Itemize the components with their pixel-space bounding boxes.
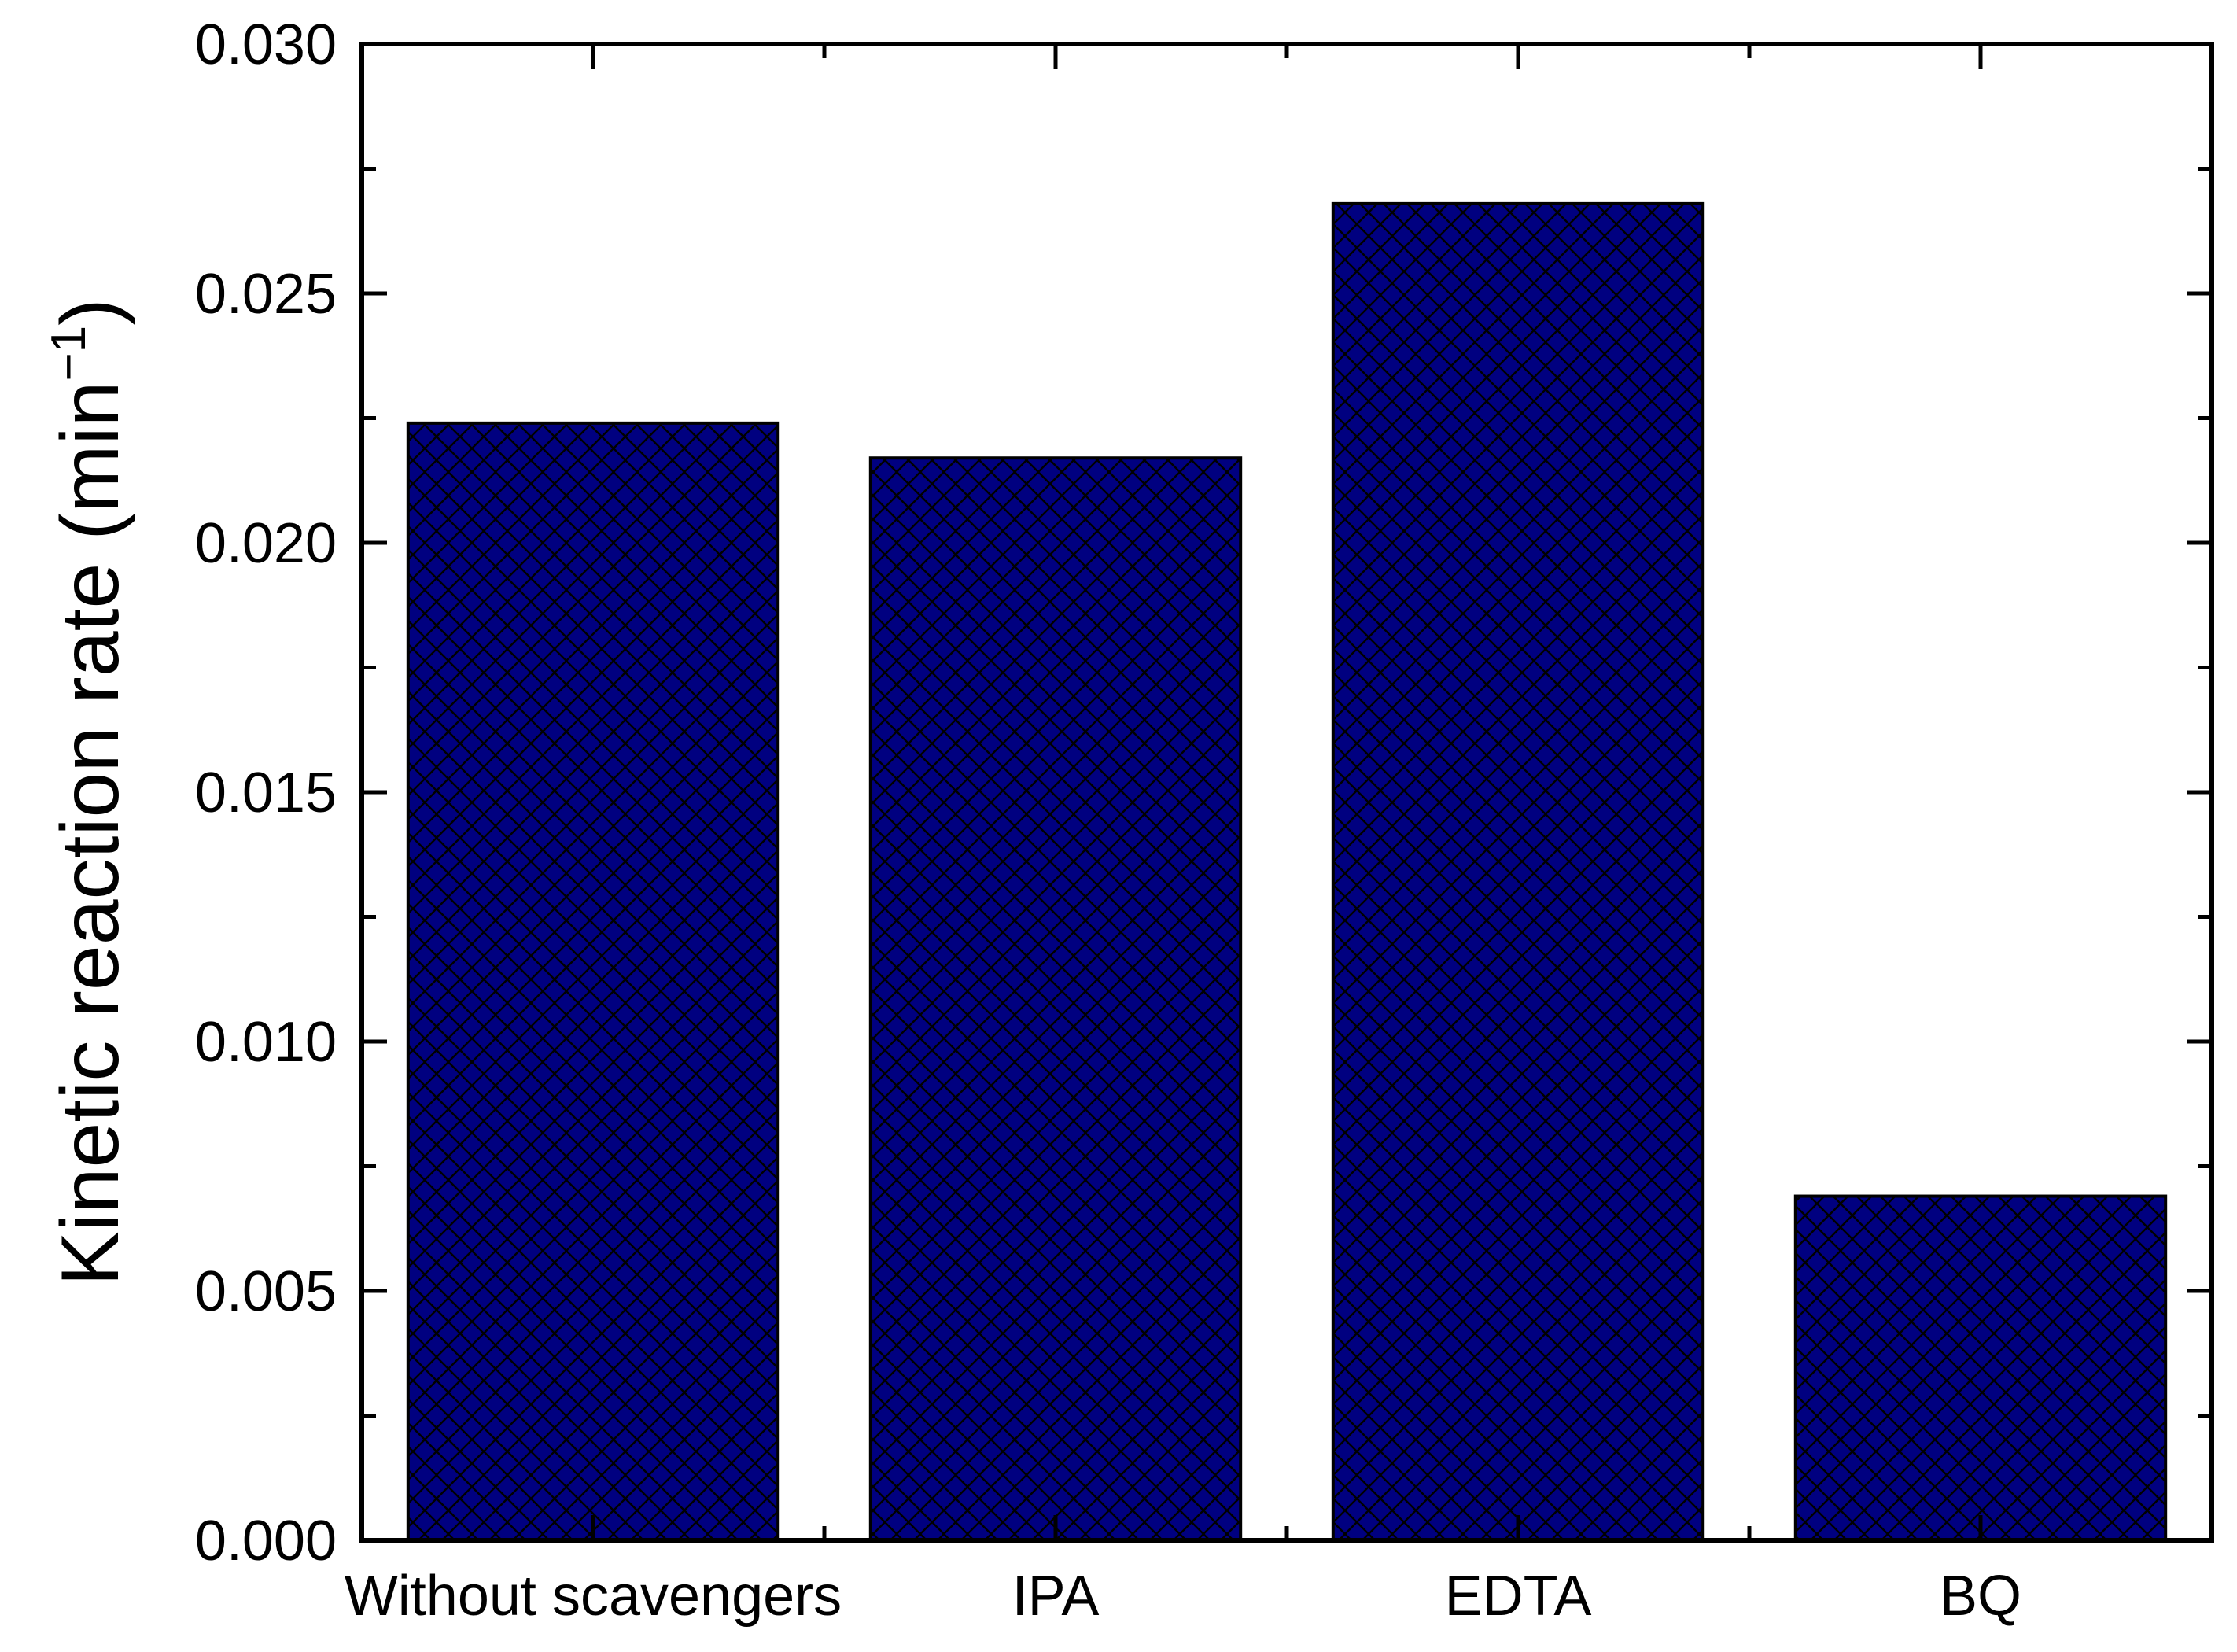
bar-without-scavengers	[406, 421, 780, 1543]
y-tick-label: 0.030	[195, 13, 337, 76]
y-axis-label-superscript: −1	[42, 326, 96, 382]
y-tick-label: 0.025	[195, 263, 337, 326]
y-axis-label-main: Kinetic reaction rate (min	[45, 382, 136, 1286]
y-tick-label: 0.000	[195, 1510, 337, 1573]
bars-layer	[406, 201, 2168, 1543]
y-tick-label: 0.015	[195, 761, 337, 824]
y-tick-label: 0.005	[195, 1260, 337, 1323]
bar-ipa	[868, 456, 1243, 1542]
y-axis-label-close: )	[45, 298, 136, 326]
labels-layer: 0.000 0.005 0.010 0.015 0.020 0.025 0.030 Witho…	[42, 13, 2021, 1628]
x-tick-label: EDTA	[1445, 1565, 1592, 1628]
axes-layer	[359, 42, 2214, 1543]
x-tick-label: IPA	[1012, 1565, 1100, 1628]
y-axis-label: Kinetic reaction rate (min−1)	[42, 298, 136, 1286]
x-tick-label: BQ	[1940, 1565, 2021, 1628]
bar-edta	[1331, 201, 1705, 1542]
y-tick-label: 0.020	[195, 512, 337, 575]
y-tick-label: 0.010	[195, 1011, 337, 1074]
bar-bq	[1793, 1194, 2168, 1543]
x-tick-label: Without scavengers	[345, 1565, 842, 1628]
